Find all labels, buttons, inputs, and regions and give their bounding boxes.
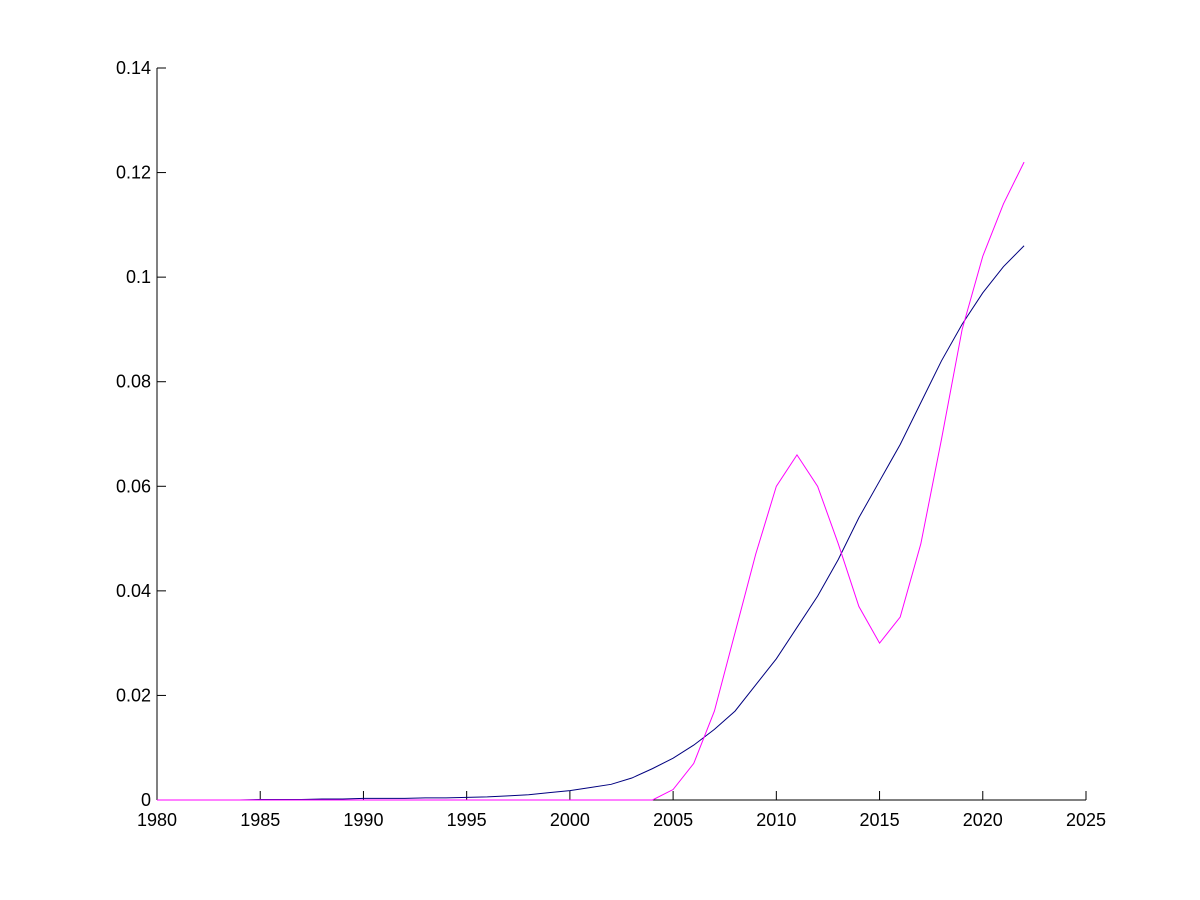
y-tick-label: 0.02 (116, 685, 151, 705)
x-tick-label: 1990 (343, 810, 383, 830)
x-tick-label: 1995 (447, 810, 487, 830)
y-tick-label: 0 (141, 790, 151, 810)
y-tick-label: 0.08 (116, 372, 151, 392)
x-tick-label: 1985 (240, 810, 280, 830)
line-series (157, 245, 1025, 801)
x-tick-label: 2005 (653, 810, 693, 830)
y-tick-label: 0.14 (116, 58, 151, 78)
y-tick-label: 0.06 (116, 476, 151, 496)
y-tick-label: 0.04 (116, 581, 151, 601)
x-tick-label: 2025 (1066, 810, 1106, 830)
x-tick-label: 1980 (137, 810, 177, 830)
x-tick-label: 2000 (550, 810, 590, 830)
y-tick-label: 0.12 (116, 163, 151, 183)
line-series (157, 161, 1025, 801)
x-tick-label: 2020 (963, 810, 1003, 830)
x-tick-label: 2010 (756, 810, 796, 830)
x-tick-label: 2015 (860, 810, 900, 830)
y-tick-label: 0.1 (126, 267, 151, 287)
